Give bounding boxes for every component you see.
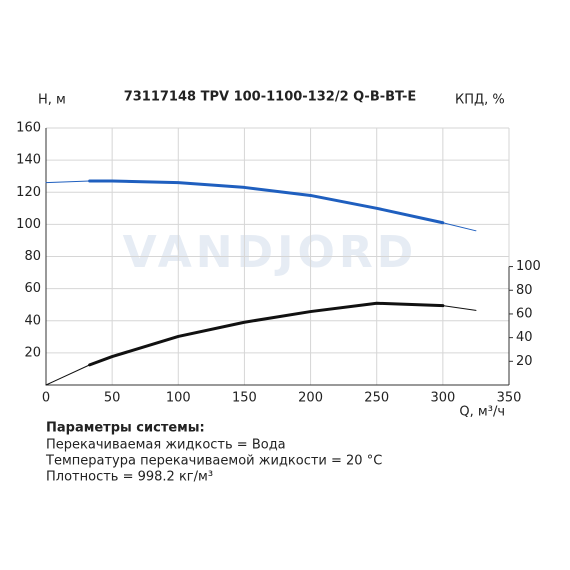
x-tick-label: 100 [166, 391, 191, 406]
chart-title: 73117148 TPV 100-1100-132/2 Q-B-BT-E [124, 90, 417, 105]
x-tick-label: 50 [104, 391, 121, 406]
y2-tick-label: 40 [516, 330, 533, 345]
x-tick-label: 0 [42, 391, 50, 406]
x-axis-label: Q, м³/ч [459, 405, 505, 420]
y2-tick-label: 60 [516, 306, 533, 321]
watermark: VANDJORD [123, 227, 418, 278]
x-tick-label: 200 [298, 391, 323, 406]
curve-extension [45, 302, 477, 386]
y-tick-label: 140 [16, 153, 41, 168]
y-tick-label: 100 [16, 217, 41, 232]
x-tick-label: 150 [232, 391, 257, 406]
y-tick-label: 80 [24, 249, 41, 264]
curve [88, 301, 445, 367]
parameter-line: Температура перекачиваемой жидкости = 20… [45, 454, 382, 469]
parameter-line: Перекачиваемая жидкость = Вода [46, 438, 286, 453]
parameter-line: Плотность = 998.2 кг/м³ [46, 470, 213, 485]
parameters-heading: Параметры системы: [46, 421, 205, 436]
x-tick-label: 250 [364, 391, 389, 406]
x-tick-label: 300 [430, 391, 455, 406]
y2-tick-label: 100 [516, 259, 541, 274]
y-tick-label: 20 [24, 345, 41, 360]
y-tick-label: 120 [16, 185, 41, 200]
y-tick-label: 160 [16, 121, 41, 136]
x-tick-label: 350 [497, 391, 522, 406]
y2-tick-label: 20 [516, 354, 533, 369]
curve [88, 179, 445, 225]
y-tick-label: 60 [24, 281, 41, 296]
y-tick-label: 40 [24, 313, 41, 328]
y2-tick-label: 80 [516, 283, 533, 298]
y-axis-label: H, м [38, 93, 66, 108]
y2-axis-label: КПД, % [455, 93, 505, 108]
